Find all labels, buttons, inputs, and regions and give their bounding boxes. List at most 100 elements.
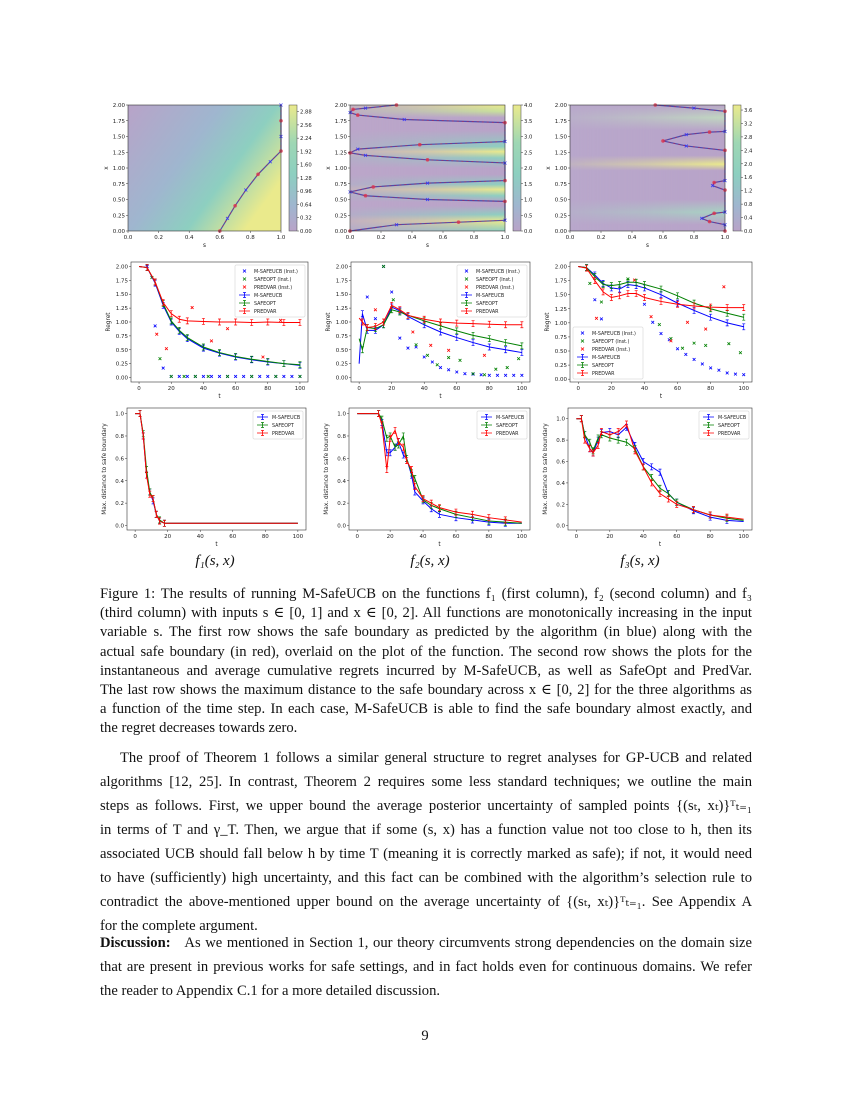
error-bar <box>218 349 221 356</box>
x-tick-label: 0 <box>357 386 361 392</box>
legend-marker <box>481 430 492 436</box>
y-tick-label: 1.25 <box>116 306 129 312</box>
instantaneous-regret-point <box>193 374 198 379</box>
error-bar <box>520 321 524 329</box>
boundary-marker <box>371 185 376 189</box>
error-bar <box>616 436 620 444</box>
instantaneous-regret-point <box>680 346 685 350</box>
y-tick-label: 0.50 <box>555 198 568 204</box>
caption-line: the regret decreases towards zero. <box>100 720 298 737</box>
error-bar <box>218 318 221 326</box>
error-bar <box>593 277 597 284</box>
colorbar-tick-label: 1.2 <box>744 189 752 195</box>
y-tick-label: 0.75 <box>116 334 129 340</box>
error-bar <box>599 428 603 435</box>
instantaneous-regret-point <box>516 356 521 361</box>
error-bar <box>742 313 746 321</box>
y-tick-label: 0.25 <box>116 362 129 368</box>
y-tick-label: 1.00 <box>555 321 568 327</box>
legend-label: SAFEOPT <box>496 423 518 429</box>
instantaneous-regret-point <box>599 317 604 321</box>
y-tick-label: 1.0 <box>556 417 565 423</box>
instantaneous-regret-point <box>282 374 286 379</box>
error-bar <box>360 318 364 326</box>
x-axis-label: t <box>215 542 218 548</box>
x-tick-label: 0 <box>355 534 359 540</box>
instantaneous-regret-point <box>241 374 246 379</box>
instantaneous-regret-point <box>217 374 222 379</box>
x-tick-label: 40 <box>197 534 204 540</box>
x-tick-label: 20 <box>388 386 395 392</box>
error-bar <box>471 331 475 339</box>
error-bar <box>380 421 384 429</box>
error-bar <box>410 466 414 473</box>
y-tick-label: 1.25 <box>335 150 348 156</box>
error-bar <box>601 288 605 296</box>
boundary-marker <box>712 211 716 216</box>
error-bar <box>520 342 524 350</box>
y-tick-label: 1.25 <box>555 150 568 156</box>
query-marker <box>402 117 406 122</box>
instantaneous-regret-point <box>153 324 157 328</box>
y-tick-label: 1.00 <box>116 320 129 326</box>
boundary-marker <box>661 139 665 143</box>
x-tick-label: 0.6 <box>659 235 668 241</box>
error-bar <box>504 321 508 329</box>
x-tick-label: 60 <box>232 386 239 392</box>
query-marker <box>684 132 688 137</box>
instantaneous-regret-point <box>471 371 475 376</box>
y-tick-label: 0.00 <box>555 229 568 235</box>
error-bar <box>579 415 583 423</box>
legend-label: SAFEOPT <box>718 423 740 429</box>
y-tick-label: 1.0 <box>337 412 346 418</box>
instantaneous-regret-point <box>733 372 738 376</box>
y-tick-label: 0.8 <box>337 434 346 440</box>
instantaneous-regret-point <box>463 371 467 376</box>
y-tick-label: 1.25 <box>113 150 126 156</box>
subfigure-label-f2: f₂(s, x) <box>410 553 450 569</box>
error-bar <box>618 281 622 288</box>
instantaneous-regret-point <box>278 318 283 323</box>
instantaneous-regret-point <box>593 298 597 302</box>
error-bar <box>675 500 679 508</box>
colorbar-tick-label: 2.56 <box>300 123 312 129</box>
legend-label: M-SAFEUCB <box>272 415 300 421</box>
error-bar <box>393 426 397 434</box>
x-tick-label: 80 <box>707 534 714 540</box>
instantaneous-regret-point <box>164 346 169 351</box>
y-tick-label: 2.00 <box>116 264 129 270</box>
figure-caption: Figure 1: The results of running M-SafeU… <box>100 585 752 739</box>
instantaneous-regret-point <box>446 368 451 372</box>
legend-marker <box>461 292 472 298</box>
y-tick-label: 1.75 <box>336 278 349 284</box>
instantaneous-regret-point <box>365 295 369 299</box>
instantaneous-regret-point <box>742 372 746 377</box>
x-tick-label: 1.0 <box>501 235 510 241</box>
error-bar <box>153 278 157 286</box>
legend-label: SAFEOPT (Inst.) <box>254 277 292 283</box>
instantaneous-regret-point <box>233 374 238 379</box>
instantaneous-regret-point <box>482 353 487 358</box>
y-tick-label: 1.50 <box>555 293 568 299</box>
y-tick-label: 0.25 <box>335 213 348 219</box>
x-tick-label: 0 <box>133 534 137 540</box>
error-bar <box>455 327 459 335</box>
paragraph-line: Discussion: As we mentioned in Section 1… <box>100 931 752 955</box>
y-axis-label: x <box>326 166 332 170</box>
error-bar <box>609 282 613 290</box>
legend-marker <box>242 285 247 289</box>
query-marker <box>425 181 430 185</box>
boundary-marker <box>355 113 360 117</box>
x-tick-label: 60 <box>674 386 681 392</box>
boundary-marker <box>707 219 712 224</box>
legend-label: PREDVAR (Inst.) <box>476 285 514 291</box>
instantaneous-regret-point <box>425 353 430 358</box>
y-tick-label: 0.2 <box>115 501 124 507</box>
legend-label: M-SAFEUCB (Inst.) <box>476 269 520 275</box>
instantaneous-regret-point <box>649 314 653 319</box>
boundary-marker <box>256 172 260 177</box>
series-line-predvar <box>138 265 300 324</box>
y-tick-label: 0.00 <box>555 377 568 383</box>
colorbar-tick-label: 0.64 <box>300 202 312 208</box>
instantaneous-regret-point <box>182 374 186 379</box>
